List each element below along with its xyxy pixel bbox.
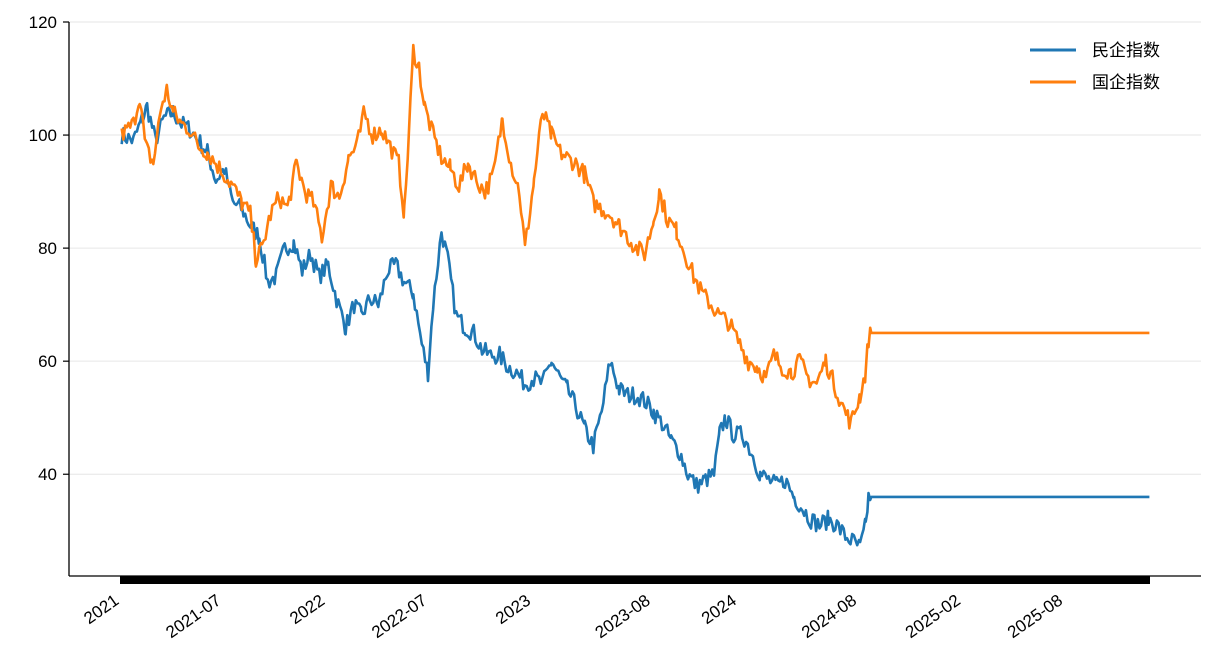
- y-tick-label: 100: [29, 126, 57, 145]
- x-tick-label: 2021: [80, 591, 122, 628]
- x-tick-label: 2022-07: [368, 591, 430, 642]
- x-tick-label: 2025-08: [1004, 591, 1066, 642]
- y-tick-label: 60: [38, 352, 57, 371]
- x-axis-rug: [120, 576, 1150, 584]
- x-tick-label: 2021-07: [162, 591, 224, 642]
- series-line-1: [120, 101, 1150, 547]
- y-tick-label: 120: [29, 13, 57, 32]
- x-tick-label: 2023-08: [592, 591, 654, 642]
- series-lines: [120, 43, 1150, 547]
- y-tick-label: 80: [38, 239, 57, 258]
- y-tick-label: 40: [38, 465, 57, 484]
- x-tick-label: 2023: [492, 591, 534, 628]
- series-line-2: [120, 43, 1150, 430]
- x-minor-ticks: [120, 576, 1150, 584]
- x-ticks: 2021 2021-07 2022 2022-07 2023 2023-08 2024 202…: [80, 591, 1066, 642]
- x-tick-label: 2025-02: [902, 591, 964, 642]
- axes: [68, 22, 1201, 577]
- legend-label: 国企指数: [1092, 73, 1160, 93]
- x-tick-label: 2024: [698, 591, 740, 628]
- y-ticks: 40 60 80 100 120: [29, 13, 69, 484]
- x-tick-label: 2024-08: [798, 591, 860, 642]
- legend-label: 民企指数: [1092, 41, 1160, 61]
- x-tick-label: 2022: [286, 591, 328, 628]
